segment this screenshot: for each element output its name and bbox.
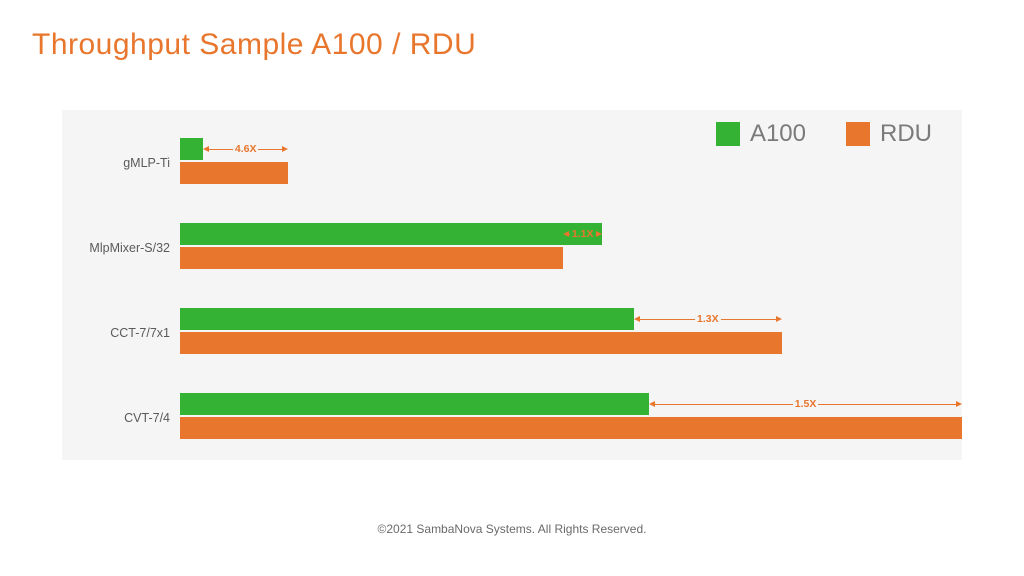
row-label: gMLP-Ti <box>62 156 180 170</box>
chart-row: CVT-7/4 1.5X <box>62 375 962 460</box>
bar-rdu <box>180 247 563 269</box>
row-bars: 1.3X <box>180 290 962 375</box>
ratio-value: 4.6X <box>233 143 259 155</box>
chart-rows: gMLP-Ti 4.6X MlpMixer-S/32 1.1X CCT-7/7x1 1.3… <box>62 120 962 460</box>
row-bars: 1.1X <box>180 205 962 290</box>
ratio-annotation: 1.5X <box>649 393 962 415</box>
row-bars: 1.5X <box>180 375 962 460</box>
row-label: CCT-7/7x1 <box>62 326 180 340</box>
chart-row: MlpMixer-S/32 1.1X <box>62 205 962 290</box>
bar-rdu <box>180 332 782 354</box>
ratio-annotation: 4.6X <box>203 138 287 160</box>
ratio-annotation: 1.1X <box>563 223 602 245</box>
bar-rdu <box>180 417 962 439</box>
copyright-footer: ©2021 SambaNova Systems. All Rights Rese… <box>0 522 1024 536</box>
ratio-value: 1.5X <box>793 398 819 410</box>
row-label: CVT-7/4 <box>62 411 180 425</box>
row-label: MlpMixer-S/32 <box>62 241 180 255</box>
bar-a100 <box>180 393 649 415</box>
ratio-value: 1.3X <box>695 313 721 325</box>
bar-a100 <box>180 308 634 330</box>
bar-a100 <box>180 223 602 245</box>
row-bars: 4.6X <box>180 120 962 205</box>
throughput-chart: A100 RDU gMLP-Ti4.6XMlpMixer-S/321.1XCCT… <box>62 110 962 460</box>
chart-row: gMLP-Ti 4.6X <box>62 120 962 205</box>
chart-row: CCT-7/7x1 1.3X <box>62 290 962 375</box>
bar-rdu <box>180 162 288 184</box>
slide-title: Throughput Sample A100 / RDU <box>32 28 476 62</box>
ratio-annotation: 1.3X <box>634 308 783 330</box>
ratio-value: 1.1X <box>570 228 596 240</box>
bar-a100 <box>180 138 203 160</box>
